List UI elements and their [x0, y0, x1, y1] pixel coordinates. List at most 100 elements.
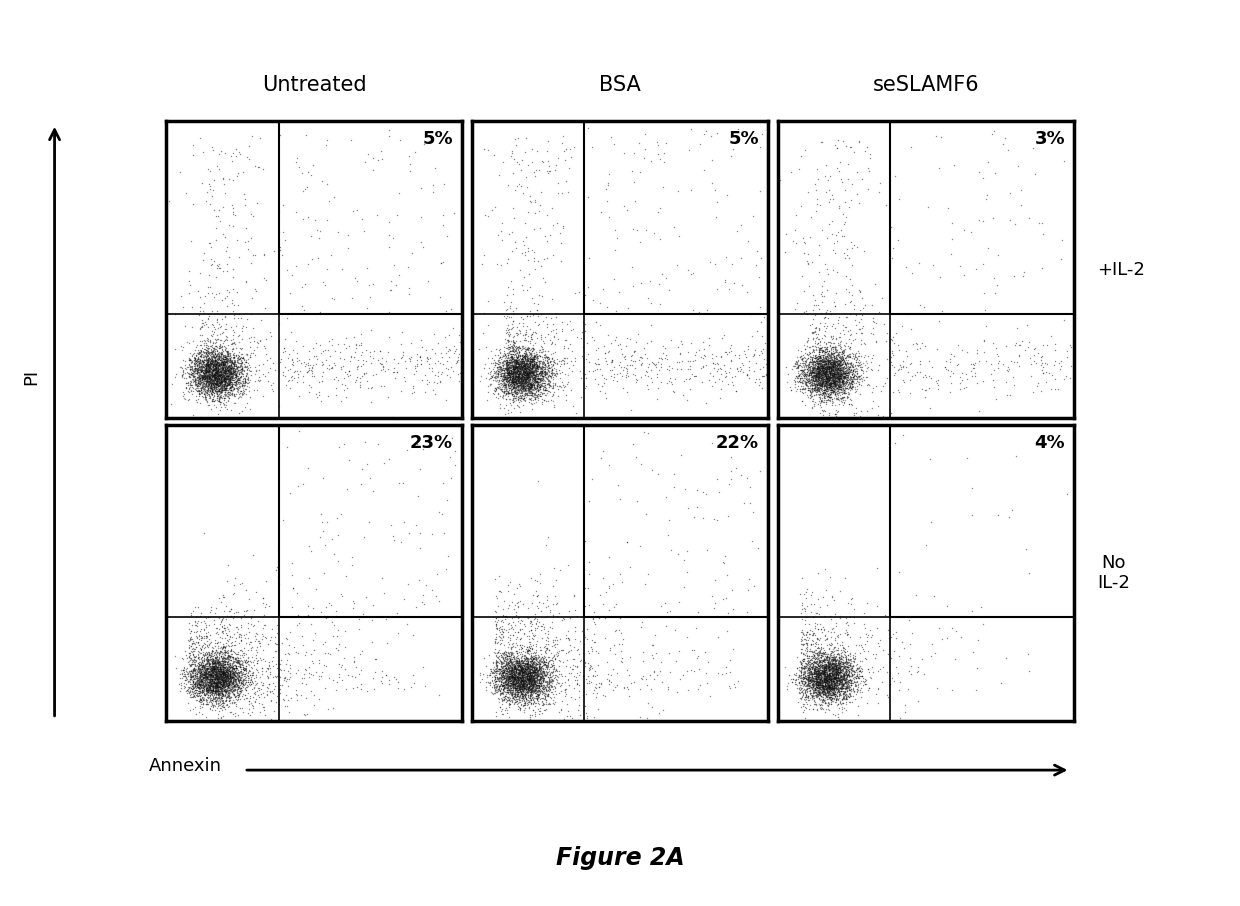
Point: [507, 359, 527, 373]
Point: [205, 352, 224, 367]
Point: [486, 381, 506, 396]
Point: [520, 681, 539, 696]
Point: [810, 675, 830, 689]
Point: [538, 364, 558, 379]
Point: [518, 666, 538, 680]
Point: [283, 556, 303, 571]
Point: [216, 361, 236, 376]
Point: [222, 676, 242, 690]
Point: [808, 663, 828, 678]
Point: [197, 386, 217, 400]
Point: [827, 370, 847, 384]
Point: [202, 683, 222, 698]
Point: [490, 661, 510, 676]
Point: [521, 676, 541, 690]
Point: [827, 346, 847, 361]
Point: [813, 361, 833, 375]
Point: [835, 366, 854, 381]
Point: [528, 659, 548, 673]
Point: [820, 366, 839, 381]
Point: [831, 355, 851, 370]
Point: [223, 678, 243, 692]
Point: [513, 596, 533, 611]
Point: [533, 336, 553, 351]
Point: [171, 676, 191, 690]
Point: [218, 665, 238, 680]
Point: [807, 650, 827, 664]
Point: [187, 631, 207, 645]
Point: [624, 344, 644, 359]
Point: [211, 368, 231, 382]
Point: [815, 688, 835, 702]
Point: [223, 363, 243, 378]
Point: [807, 675, 827, 689]
Point: [807, 353, 827, 368]
Point: [510, 654, 529, 669]
Point: [844, 361, 864, 376]
Point: [223, 667, 243, 681]
Point: [234, 376, 254, 390]
Point: [510, 381, 529, 395]
Point: [527, 379, 547, 393]
Point: [242, 672, 262, 687]
Point: [503, 334, 523, 349]
Point: [210, 402, 229, 417]
Point: [835, 684, 854, 699]
Point: [548, 646, 568, 660]
Point: [347, 203, 367, 217]
Point: [212, 361, 232, 375]
Point: [839, 378, 859, 392]
Point: [501, 621, 521, 635]
Point: [802, 362, 822, 377]
Point: [513, 391, 533, 406]
Point: [832, 347, 852, 361]
Point: [835, 342, 854, 357]
Point: [511, 679, 531, 693]
Point: [826, 676, 846, 690]
Point: [498, 660, 518, 675]
Point: [205, 377, 224, 391]
Point: [808, 380, 828, 394]
Point: [212, 374, 232, 389]
Point: [830, 677, 849, 691]
Point: [510, 660, 529, 674]
Point: [516, 170, 536, 185]
Point: [195, 371, 215, 386]
Point: [811, 689, 831, 703]
Point: [812, 369, 832, 383]
Point: [839, 371, 859, 386]
Point: [826, 653, 846, 668]
Point: [301, 646, 321, 660]
Point: [820, 376, 839, 390]
Point: [823, 662, 843, 677]
Point: [195, 668, 215, 682]
Point: [223, 660, 243, 675]
Point: [808, 366, 828, 381]
Point: [428, 364, 448, 379]
Point: [191, 342, 211, 357]
Point: [812, 374, 832, 389]
Point: [518, 366, 538, 381]
Point: [532, 362, 552, 377]
Point: [800, 374, 820, 389]
Point: [828, 676, 848, 690]
Point: [517, 668, 537, 682]
Point: [203, 675, 223, 689]
Point: [201, 352, 221, 367]
Point: [201, 380, 221, 394]
Point: [807, 617, 827, 631]
Point: [825, 676, 844, 690]
Point: [382, 517, 402, 532]
Point: [512, 688, 532, 702]
Point: [243, 676, 263, 690]
Point: [807, 378, 827, 392]
Point: [806, 695, 826, 709]
Point: [622, 279, 642, 294]
Point: [202, 366, 222, 381]
Point: [505, 670, 525, 685]
Point: [195, 371, 215, 385]
Point: [212, 642, 232, 657]
Point: [352, 369, 372, 383]
Point: [534, 649, 554, 663]
Point: [218, 360, 238, 374]
